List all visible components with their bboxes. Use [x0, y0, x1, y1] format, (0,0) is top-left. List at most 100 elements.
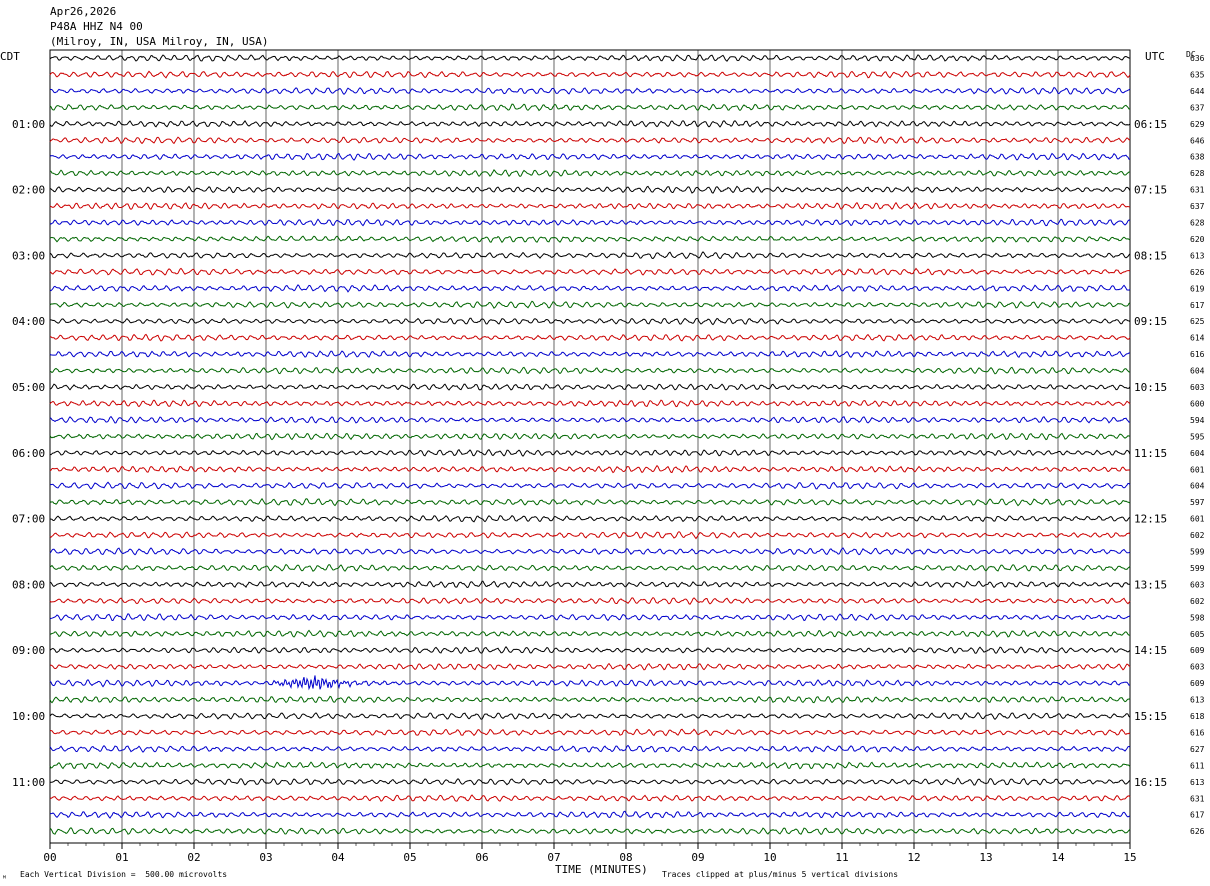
x-tick-label: 12 — [907, 851, 920, 864]
dc-offset-label: 635 — [1190, 70, 1205, 79]
trace-31 — [49, 563, 1131, 572]
left-hour-label: 11:00 — [12, 776, 45, 789]
trace-25 — [49, 464, 1131, 474]
dc-offset-label: 636 — [1190, 54, 1205, 63]
left-hour-label: 10:00 — [12, 710, 45, 723]
trace-10 — [49, 218, 1131, 227]
x-tick-label: 14 — [1051, 851, 1065, 864]
trace-20 — [49, 383, 1131, 391]
dc-offset-label: 644 — [1190, 87, 1205, 96]
dc-offset-label: 638 — [1190, 153, 1205, 162]
x-tick-label: 00 — [43, 851, 56, 864]
dc-offset-label: 595 — [1190, 432, 1205, 441]
trace-42 — [49, 744, 1131, 753]
right-hour-label: 12:15 — [1134, 513, 1167, 526]
trace-37 — [49, 662, 1131, 671]
dc-offset-label: 598 — [1190, 613, 1205, 622]
dc-offset-label: 604 — [1190, 367, 1205, 376]
dc-offset-label: 618 — [1190, 712, 1205, 721]
trace-27 — [49, 497, 1131, 507]
trace-35 — [49, 629, 1131, 638]
dc-offset-label: 613 — [1190, 778, 1205, 787]
trace-6 — [49, 152, 1130, 161]
dc-offset-label: 605 — [1190, 630, 1205, 639]
left-timezone-label: CDT — [0, 50, 20, 63]
trace-17 — [49, 333, 1131, 342]
dc-offset-label: 631 — [1190, 186, 1205, 195]
dc-offset-label: 603 — [1190, 580, 1205, 589]
dc-offset-label: 627 — [1190, 745, 1205, 754]
dc-offset-label: 594 — [1190, 416, 1205, 425]
clip-note: Traces clipped at plus/minus 5 vertical … — [662, 870, 899, 879]
trace-46 — [50, 810, 1131, 819]
trace-32 — [49, 580, 1131, 589]
scale-note: Each Vertical Division = 500.00 microvol… — [20, 870, 228, 879]
trace-1 — [49, 70, 1131, 79]
dc-offset-label: 609 — [1190, 646, 1205, 655]
trace-24 — [49, 449, 1131, 457]
left-hour-label: 05:00 — [12, 381, 45, 394]
trace-36 — [49, 645, 1131, 655]
dc-offset-label: 616 — [1190, 728, 1205, 737]
right-hour-label: 06:15 — [1134, 118, 1167, 131]
dc-offset-label: 602 — [1190, 531, 1205, 540]
trace-3 — [49, 103, 1130, 112]
right-hour-label: 07:15 — [1134, 184, 1167, 197]
trace-41 — [49, 728, 1131, 737]
x-tick-label: 06 — [475, 851, 488, 864]
dc-offset-label: 602 — [1190, 597, 1205, 606]
dc-offset-label: 603 — [1190, 383, 1205, 392]
right-hour-label: 13:15 — [1134, 578, 1167, 591]
plot-frame — [49, 49, 1131, 844]
trace-4 — [49, 120, 1131, 128]
corner-mark: ᴹ — [2, 874, 7, 883]
dc-offset-label: 628 — [1190, 169, 1205, 178]
trace-44 — [49, 777, 1131, 786]
trace-23 — [49, 432, 1131, 441]
right-hour-label: 14:15 — [1134, 644, 1167, 657]
x-tick-label: 08 — [619, 851, 632, 864]
dc-offset-label: 617 — [1190, 811, 1205, 820]
trace-15 — [49, 300, 1131, 309]
x-tick-label: 13 — [979, 851, 992, 864]
dc-offset-label: 619 — [1190, 284, 1205, 293]
trace-0 — [49, 54, 1131, 62]
x-tick-label: 03 — [259, 851, 272, 864]
left-hour-label: 06:00 — [12, 447, 45, 460]
right-hour-label: 10:15 — [1134, 381, 1167, 394]
right-hour-label: 08:15 — [1134, 249, 1167, 262]
trace-40 — [49, 712, 1131, 721]
dc-offset-label: 604 — [1190, 482, 1205, 491]
trace-14 — [49, 284, 1131, 293]
dc-offset-label: 628 — [1190, 219, 1205, 228]
dc-offset-label: 626 — [1190, 268, 1205, 277]
trace-45 — [49, 794, 1131, 802]
trace-5 — [49, 136, 1131, 145]
trace-19 — [49, 366, 1131, 375]
left-hour-label: 04:00 — [12, 315, 45, 328]
header-station: P48A HHZ N4 00 — [50, 20, 143, 33]
trace-11 — [49, 235, 1131, 244]
dc-offset-label: 601 — [1190, 465, 1205, 474]
x-tick-label: 11 — [835, 851, 848, 864]
x-tick-label: 04 — [331, 851, 345, 864]
dc-offset-label: 599 — [1190, 564, 1205, 573]
trace-13 — [49, 267, 1131, 276]
x-axis-title: TIME (MINUTES) — [555, 863, 648, 876]
trace-34 — [49, 613, 1131, 622]
dc-label: DC — [1186, 50, 1196, 59]
trace-7 — [49, 169, 1130, 178]
dc-offset-label: 626 — [1190, 827, 1205, 836]
dc-offset-label: 625 — [1190, 317, 1205, 326]
left-hour-label: 09:00 — [12, 644, 45, 657]
x-tick-label: 02 — [187, 851, 200, 864]
header-date: Apr26,2026 — [50, 5, 117, 18]
right-hour-label: 09:15 — [1134, 315, 1167, 328]
dc-offset-label: 613 — [1190, 696, 1205, 705]
trace-33 — [49, 596, 1131, 605]
trace-47 — [49, 827, 1131, 836]
x-tick-label: 07 — [547, 851, 560, 864]
dc-offset-label: 609 — [1190, 679, 1205, 688]
dc-offset-label: 617 — [1190, 301, 1205, 310]
